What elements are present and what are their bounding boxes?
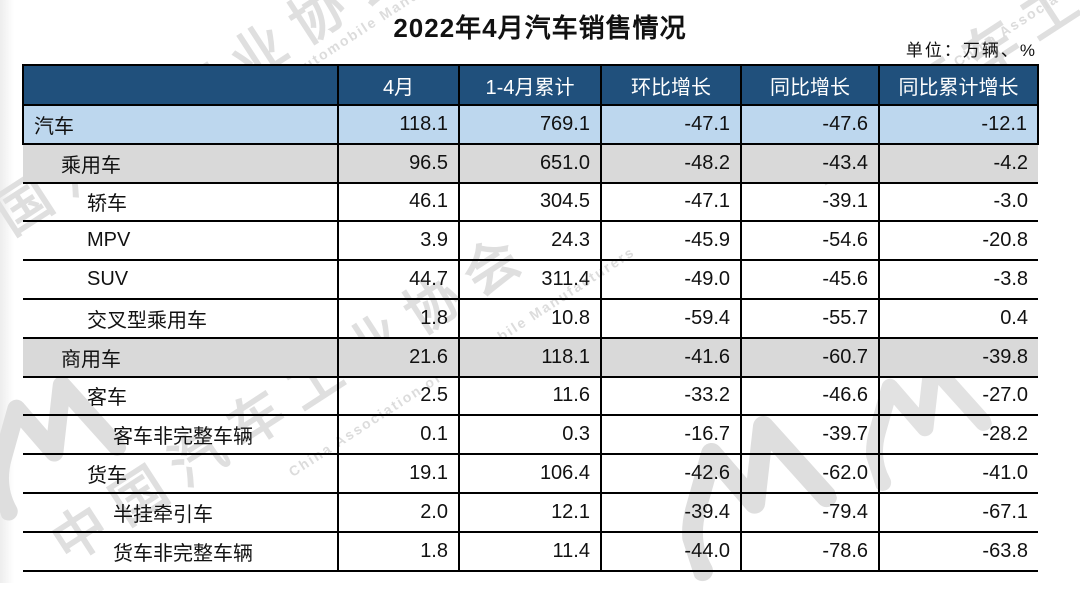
unit-note: 单位：万辆、% (905, 41, 1037, 60)
category-cell: 轿车 (23, 181, 338, 223)
table-row: SUV 44.7 311.4 -49.0 -45.6 -3.8 (23, 259, 1038, 300)
category-cell: 半挂牵引车 (23, 491, 338, 533)
value-cell: -67.1 (878, 491, 1038, 533)
value-cell: -44.0 (600, 530, 741, 572)
table-row: 商用车 21.6 118.1 -41.6 -60.7 -39.8 (23, 336, 1038, 378)
value-cell: 1.8 (337, 530, 459, 572)
value-cell: -4.2 (878, 142, 1038, 184)
value-cell: -39.1 (740, 181, 879, 223)
value-cell: 21.6 (337, 336, 459, 378)
value-cell: 11.4 (458, 530, 601, 572)
value-cell: 3.9 (337, 220, 459, 262)
value-cell: 2.0 (337, 491, 459, 533)
value-cell: 2.5 (337, 375, 459, 417)
category-cell: 乘用车 (23, 142, 338, 184)
value-cell: -48.2 (600, 142, 741, 184)
value-cell: 0.3 (458, 414, 601, 456)
value-cell: 19.1 (337, 453, 459, 494)
table-body: 汽车 118.1 769.1 -47.1 -47.6 -12.1 乘用车 96.5 651.0-… (22, 104, 1039, 572)
category-cell: MPV (23, 220, 338, 262)
value-cell: 11.6 (458, 375, 601, 417)
category-cell: 货车 (23, 453, 338, 494)
category-cell: SUV (23, 259, 338, 300)
table-row: 客车 2.5 11.6 -33.2 -46.6 -27.0 (23, 375, 1038, 417)
table-header-row: 4月 1-4月累计 环比增长 同比增长 同比累计增长 (22, 64, 1039, 106)
value-cell: -41.0 (878, 453, 1038, 494)
value-cell: -63.8 (878, 530, 1038, 572)
value-cell: -45.9 (600, 220, 741, 262)
value-cell: 651.0 (458, 142, 601, 184)
page-title: 2022年4月汽车销售情况 (393, 13, 687, 43)
table-row: 汽车 118.1 769.1 -47.1 -47.6 -12.1 (22, 104, 1039, 145)
table-row: 交叉型乘用车 1.8 10.8 -59.4 -55.7 0.4 (23, 297, 1038, 339)
table-row: 半挂牵引车 2.0 12.1 -39.4 -79.4 -67.1 (23, 491, 1038, 533)
value-cell: 118.1 (458, 336, 601, 378)
value-cell: 10.8 (458, 297, 601, 339)
value-cell: 0.1 (337, 414, 459, 456)
table-row: MPV 3.9 24.3 -45.9 -54.6 -20.8 (23, 220, 1038, 262)
table-row: 轿车 46.1 304.5 -47.1 -39.1 -3.0 (23, 181, 1038, 223)
value-cell: -54.6 (740, 220, 879, 262)
value-cell: -39.4 (600, 491, 741, 533)
value-cell: -55.7 (740, 297, 879, 339)
value-cell: -45.6 (740, 259, 879, 300)
category-cell: 客车 (23, 375, 338, 417)
table-row: 乘用车 96.5 651.0 -48.2 -43.4 -4.2 (23, 142, 1038, 184)
value-cell: 46.1 (337, 181, 459, 223)
page-edge-shadow (0, 0, 14, 583)
value-cell: 0.4 (878, 297, 1038, 339)
value-cell: -43.4 (740, 142, 879, 184)
value-cell: -12.1 (878, 104, 1039, 145)
value-cell: -3.8 (878, 259, 1038, 300)
value-cell: -47.1 (600, 104, 741, 145)
value-cell: -41.6 (600, 336, 741, 378)
corner-cell (22, 64, 338, 106)
value-cell: 1.8 (337, 297, 459, 339)
category-cell: 客车非完整车辆 (23, 414, 338, 456)
table-row: 货车非完整车辆 1.8 11.4 -44.0 -78.6 -63.8 (23, 530, 1038, 572)
category-cell: 货车非完整车辆 (23, 530, 338, 572)
value-cell: -47.1 (600, 181, 741, 223)
value-cell: -60.7 (740, 336, 879, 378)
column-header: 环比增长 (600, 64, 741, 106)
value-cell: 304.5 (458, 181, 601, 223)
value-cell: -39.7 (740, 414, 879, 456)
value-cell: -62.0 (740, 453, 879, 494)
value-cell: -16.7 (600, 414, 741, 456)
value-cell: 769.1 (458, 104, 601, 145)
table-row: 货车 19.1 106.4 -42.6 -62.0 -41.0 (23, 453, 1038, 494)
table-row: 客车非完整车辆 0.1 0.3 -16.7 -39.7 -28.2 (23, 414, 1038, 456)
value-cell: 24.3 (458, 220, 601, 262)
column-header: 4月 (337, 64, 459, 106)
value-cell: -47.6 (740, 104, 879, 145)
value-cell: -33.2 (600, 375, 741, 417)
column-header: 1-4月累计 (458, 64, 601, 106)
value-cell: 118.1 (337, 104, 459, 145)
sales-table: 4月 1-4月累计 环比增长 同比增长 同比累计增长 汽车 118.1 769.1 -47.1… (22, 64, 1039, 572)
value-cell: -27.0 (878, 375, 1038, 417)
value-cell: -59.4 (600, 297, 741, 339)
category-cell: 交叉型乘用车 (23, 297, 338, 339)
value-cell: -49.0 (600, 259, 741, 300)
category-cell: 汽车 (22, 104, 338, 145)
value-cell: -20.8 (878, 220, 1038, 262)
column-header: 同比增长 (740, 64, 879, 106)
value-cell: -28.2 (878, 414, 1038, 456)
category-cell: 商用车 (23, 336, 338, 378)
value-cell: -78.6 (740, 530, 879, 572)
value-cell: 12.1 (458, 491, 601, 533)
value-cell: 96.5 (337, 142, 459, 184)
value-cell: -42.6 (600, 453, 741, 494)
value-cell: -79.4 (740, 491, 879, 533)
value-cell: 44.7 (337, 259, 459, 300)
value-cell: -3.0 (878, 181, 1038, 223)
value-cell: 311.4 (458, 259, 601, 300)
value-cell: -46.6 (740, 375, 879, 417)
column-header: 同比累计增长 (878, 64, 1039, 106)
value-cell: -39.8 (878, 336, 1038, 378)
value-cell: 106.4 (458, 453, 601, 494)
